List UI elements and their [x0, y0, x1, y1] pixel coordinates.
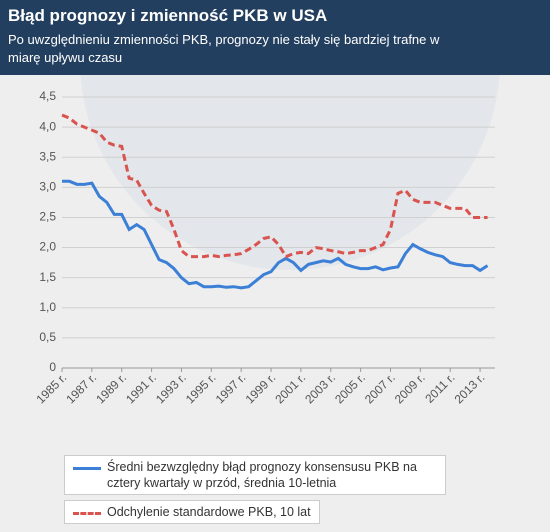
series-line: [61, 113, 488, 259]
x-tick-label: 1997 r.: [213, 370, 249, 406]
x-tick-label: 1987 r.: [63, 370, 99, 406]
x-tick-label: 2001 r.: [272, 370, 308, 406]
x-tick-label: 1995 r.: [183, 370, 219, 406]
x-tick-label: 1999 r.: [243, 370, 279, 406]
x-tick-label: 2007 r.: [362, 370, 398, 406]
legend-item: Średni bezwzględny błąd prognozy konsens…: [64, 455, 446, 495]
legend-swatch: [73, 467, 101, 470]
legend-swatch: [73, 512, 101, 515]
x-tick-label: 2011 r.: [422, 370, 457, 405]
chart-title: Błąd prognozy i zmienność PKB w USA: [8, 6, 328, 25]
x-tick-label: 2005 r.: [332, 370, 368, 406]
x-tick-label: 1993 r.: [153, 370, 189, 406]
y-tick-label: 0: [49, 360, 56, 374]
x-tick-label: 1985 r.: [34, 370, 70, 406]
x-tick-label: 2009 r.: [392, 370, 428, 406]
legend-label: Odchylenie standardowe PKB, 10 lat: [107, 505, 311, 519]
y-tick-label: 4,5: [39, 89, 56, 103]
y-tick-label: 1,5: [39, 270, 56, 284]
legend-item: Odchylenie standardowe PKB, 10 lat: [64, 500, 320, 524]
x-tick-label: 1989 r.: [93, 370, 129, 406]
x-tick-label: 1991 r.: [123, 370, 159, 406]
y-tick-label: 1,0: [39, 300, 56, 314]
x-tick-label: 2013 r.: [452, 370, 488, 406]
y-tick-label: 2,5: [39, 210, 56, 224]
y-tick-label: 3,5: [39, 149, 56, 163]
y-tick-label: 0,5: [39, 330, 56, 344]
legend-label: Średni bezwzględny błąd prognozy konsens…: [107, 460, 417, 490]
y-tick-label: 4,0: [39, 119, 56, 133]
chart-subtitle: Po uwzględnieniu zmienności PKB, prognoz…: [8, 32, 440, 65]
y-tick-label: 3,0: [39, 180, 56, 194]
x-tick-label: 2003 r.: [302, 370, 338, 406]
header: Błąd prognozy i zmienność PKB w USA Po u…: [0, 0, 550, 75]
series-line: [62, 179, 489, 290]
y-tick-label: 2,0: [39, 240, 56, 254]
